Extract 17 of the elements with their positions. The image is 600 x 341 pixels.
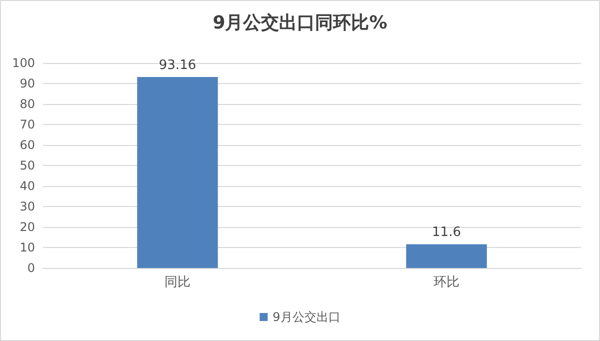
data-label: 93.16 xyxy=(158,58,196,74)
x-tick-label: 环比 xyxy=(434,275,460,290)
y-tick-label: 90 xyxy=(20,76,35,90)
y-tick-label: 20 xyxy=(20,220,35,234)
legend-label: 9月公交出口 xyxy=(272,310,340,324)
y-tick-label: 80 xyxy=(20,97,35,111)
y-tick-label: 0 xyxy=(27,261,35,275)
y-tick-label: 10 xyxy=(20,240,35,254)
y-tick-label: 100 xyxy=(12,56,35,70)
x-tick-label: 同比 xyxy=(164,275,190,290)
chart-title: 9月公交出口同环比% xyxy=(212,12,388,34)
y-tick-label: 70 xyxy=(20,118,35,132)
y-tick-label: 60 xyxy=(20,138,35,152)
data-label: 11.6 xyxy=(432,225,461,240)
y-tick-label: 50 xyxy=(20,158,35,172)
y-tick-label: 30 xyxy=(20,200,35,214)
y-tick-label: 40 xyxy=(20,179,35,193)
